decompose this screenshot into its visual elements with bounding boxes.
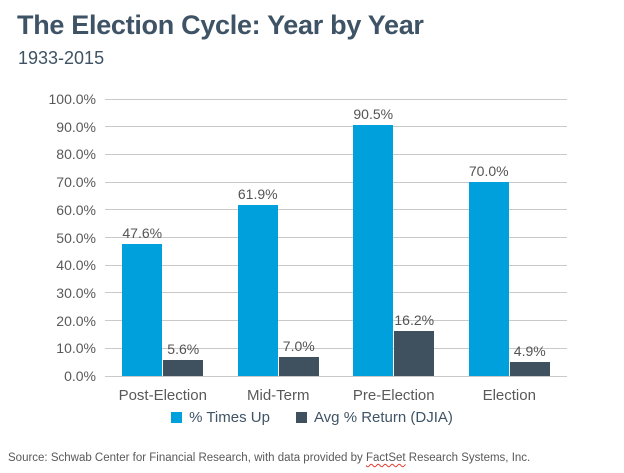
y-axis-tick-label: 0.0% — [64, 368, 96, 384]
x-axis-category-label: Election — [482, 387, 536, 404]
legend: % Times Up Avg % Return (DJIA) — [0, 409, 624, 426]
y-axis-tick-label: 100.0% — [48, 91, 96, 107]
x-axis-category-label: Pre-Election — [352, 387, 435, 404]
bar-value-label: 90.5% — [353, 106, 394, 123]
bar-pct-times-up — [237, 204, 278, 376]
y-axis-tick-label: 60.0% — [56, 201, 96, 218]
bar-value-label: 16.2% — [394, 312, 435, 329]
bar-value-label: 61.9% — [237, 185, 278, 202]
source-factset-misspelled: FactSet — [365, 452, 406, 464]
bar-pct-times-up — [468, 182, 509, 376]
source-text: Source: Schwab Center for Financial Rese… — [8, 452, 366, 464]
y-axis-tick-label: 30.0% — [56, 284, 96, 301]
gridline — [105, 264, 567, 266]
y-axis-tick-label: 70.0% — [56, 174, 96, 191]
bar-avg-return — [509, 362, 550, 376]
chart-title: The Election Cycle: Year by Year — [17, 10, 424, 40]
legend-item-avg-return: Avg % Return (DJIA) — [295, 409, 453, 426]
legend-item-times-up: % Times Up — [171, 409, 270, 426]
bar-value-label: 4.9% — [513, 343, 546, 360]
bar-value-label: 47.6% — [122, 225, 163, 242]
bar-avg-return — [163, 360, 204, 376]
y-axis-tick-label: 20.0% — [56, 312, 96, 329]
x-axis-category-label: Post-Election — [118, 387, 207, 404]
bar-value-label: 5.6% — [167, 341, 200, 358]
legend-label-avg-return: Avg % Return (DJIA) — [313, 409, 453, 426]
y-axis-tick-label: 10.0% — [56, 340, 96, 357]
y-axis-tick-label: 90.0% — [56, 118, 96, 135]
bar-avg-return — [394, 331, 435, 376]
gridline — [105, 375, 567, 377]
gridline — [105, 320, 567, 322]
y-axis-tick-label: 80.0% — [56, 146, 96, 163]
bar-pct-times-up — [353, 125, 394, 376]
gridline — [105, 153, 567, 155]
gridline — [105, 98, 567, 100]
source-note: Source: Schwab Center for Financial Rese… — [8, 452, 530, 464]
x-axis-category-label: Mid-Term — [247, 387, 310, 404]
legend-swatch-times-up-icon — [171, 412, 183, 423]
gridline — [105, 181, 567, 183]
y-axis-tick-label: 50.0% — [56, 229, 96, 246]
gridline — [105, 292, 567, 294]
bar-value-label: 7.0% — [282, 337, 315, 354]
legend-label-times-up: % Times Up — [189, 409, 270, 426]
bar-pct-times-up — [122, 244, 163, 376]
bar-avg-return — [278, 356, 319, 376]
legend-swatch-avg-return-icon — [295, 412, 307, 423]
gridline — [105, 347, 567, 349]
bar-value-label: 70.0% — [468, 163, 509, 180]
gridline — [105, 209, 567, 211]
source-text-suffix: Research Systems, Inc. — [405, 452, 531, 464]
y-axis-tick-label: 40.0% — [56, 257, 96, 274]
gridline — [105, 237, 567, 238]
chart-subtitle: 1933-2015 — [18, 48, 105, 68]
gridline — [105, 126, 567, 128]
